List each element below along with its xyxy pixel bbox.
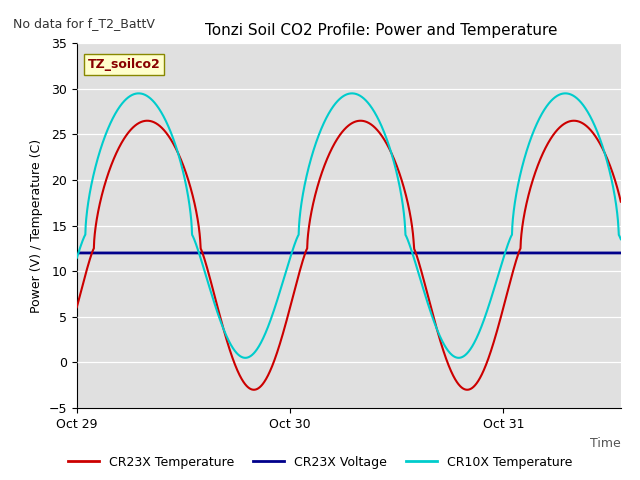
Y-axis label: Power (V) / Temperature (C): Power (V) / Temperature (C) — [30, 139, 43, 312]
Text: TZ_soilco2: TZ_soilco2 — [88, 58, 161, 71]
Legend: CR23X Temperature, CR23X Voltage, CR10X Temperature: CR23X Temperature, CR23X Voltage, CR10X … — [63, 451, 577, 474]
Text: Time: Time — [590, 437, 621, 450]
Title: Tonzi Soil CO2 Profile: Power and Temperature: Tonzi Soil CO2 Profile: Power and Temper… — [205, 23, 557, 38]
Text: No data for f_T2_BattV: No data for f_T2_BattV — [13, 17, 155, 30]
